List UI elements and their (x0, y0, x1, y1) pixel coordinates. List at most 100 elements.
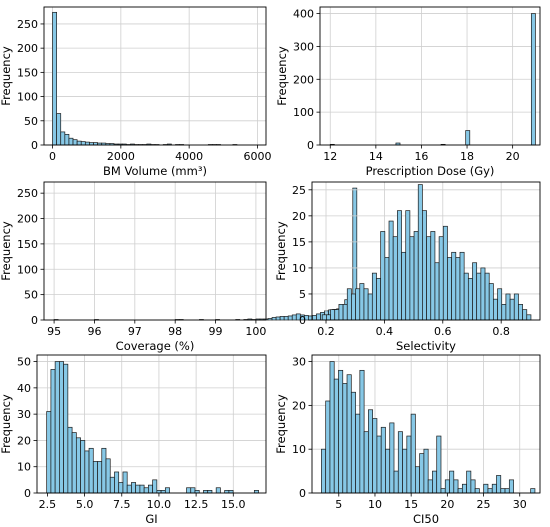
histogram-bar (80, 440, 86, 494)
y-tick-label: 10 (292, 262, 306, 275)
histogram-bar (329, 361, 335, 494)
histogram-bar (513, 293, 519, 321)
y-axis-label: Frequency (275, 46, 289, 106)
histogram-bar (487, 488, 493, 494)
histogram-bar (453, 479, 459, 494)
y-axis-label: Frequency (274, 221, 288, 281)
y-tick-label: 50 (17, 356, 31, 369)
x-tick-label: 10.0 (147, 498, 172, 511)
histogram-bar (279, 316, 285, 321)
y-tick-label: 400 (293, 8, 314, 21)
x-axis-label: GI (145, 512, 157, 526)
histogram-bar (530, 488, 536, 494)
histogram-bar (333, 378, 339, 494)
histogram-bar (389, 422, 395, 494)
histogram-bar (60, 131, 66, 146)
histogram-bar (410, 413, 416, 494)
histogram-bar (92, 461, 98, 494)
x-axis-label: Selectivity (396, 339, 456, 353)
histogram-bar (457, 488, 463, 494)
histogram-bar (56, 113, 62, 146)
x-tick-label: 25 (477, 498, 491, 511)
histogram-bar (342, 383, 348, 494)
histogram-bar (164, 487, 170, 494)
x-tick-label: 16 (414, 150, 428, 163)
y-axis-label: Frequency (0, 46, 13, 106)
histogram-bar (122, 471, 128, 494)
histogram-bar (397, 210, 402, 321)
histogram-bar (474, 488, 480, 494)
histogram-bar (402, 448, 408, 494)
y-tick-label: 250 (17, 18, 38, 31)
histogram-bar (330, 309, 336, 321)
histogram-bar (467, 277, 473, 321)
x-tick-label: 98 (168, 325, 182, 338)
histogram-bar (109, 476, 115, 494)
histogram-bar (455, 257, 461, 321)
y-tick-label: 100 (17, 91, 38, 104)
histogram-panel-5: 2.5 5.0 7.5 10.0 12.5 15.0 0 10 20 30 40 50 GI Freque… (0, 354, 267, 526)
histogram-bar (267, 318, 273, 321)
histogram-bar (388, 220, 394, 321)
histogram-bar (427, 479, 433, 494)
x-tick-label: 96 (87, 325, 101, 338)
histogram-bar (509, 298, 515, 321)
histogram-bar (186, 487, 192, 494)
histogram-bar (350, 391, 356, 494)
histogram-bar (50, 369, 56, 494)
x-tick-label: 0.6 (434, 325, 452, 338)
histogram-bar (461, 483, 467, 494)
histogram-bar (114, 471, 120, 494)
histogram-bar (376, 435, 382, 494)
histogram-bar (312, 315, 317, 321)
y-tick-label: 100 (17, 263, 38, 276)
histogram-bar (118, 482, 124, 494)
histogram-bar (493, 298, 498, 321)
axes-frame (36, 354, 267, 494)
y-tick-label: 5 (299, 288, 306, 301)
histogram-bar (472, 262, 478, 321)
x-tick-label: 15.0 (221, 498, 246, 511)
histogram-bar (316, 313, 321, 321)
x-tick-label: 0.2 (317, 325, 335, 338)
y-tick-label: 150 (17, 66, 38, 79)
histogram-bar (64, 133, 70, 146)
x-tick-label: 14 (369, 150, 383, 163)
x-tick-label: 2000 (107, 150, 135, 163)
histogram-bar (326, 314, 331, 321)
histogram-bar (440, 488, 446, 494)
histogram-bar (432, 470, 438, 494)
histogram-bar (355, 413, 361, 494)
x-tick-label: 10 (368, 498, 382, 511)
histogram-bar (371, 272, 377, 321)
histogram-bar (359, 369, 365, 494)
y-axis-label: Frequency (0, 394, 13, 454)
histogram-bar (413, 231, 419, 321)
histogram-bar (215, 487, 221, 494)
histogram-bar (287, 315, 293, 321)
histogram-bar (449, 470, 455, 494)
histogram-bar (190, 487, 196, 494)
histogram-bar (363, 431, 369, 494)
x-tick-label: 18 (460, 150, 474, 163)
y-tick-label: 20 (292, 210, 306, 223)
histogram-bar (321, 314, 327, 321)
x-tick-label: 6000 (243, 150, 271, 163)
y-tick-label: 30 (17, 408, 31, 421)
y-tick-label: 200 (17, 213, 38, 226)
histogram-bar (480, 267, 486, 321)
x-tick-label: 95 (47, 325, 61, 338)
histogram-bar (97, 461, 103, 494)
histogram-bar (497, 288, 503, 321)
x-tick-label: 99 (209, 325, 223, 338)
y-tick-label: 200 (17, 42, 38, 55)
y-axis-label: Frequency (274, 394, 288, 454)
histogram-bar (466, 470, 472, 494)
histogram-bar (80, 141, 86, 146)
histogram-bar (463, 272, 469, 321)
histogram-bar (451, 251, 457, 321)
x-tick-label: 0.8 (492, 325, 510, 338)
x-tick-label: 12 (323, 150, 337, 163)
x-axis-label: CI50 (413, 512, 439, 526)
